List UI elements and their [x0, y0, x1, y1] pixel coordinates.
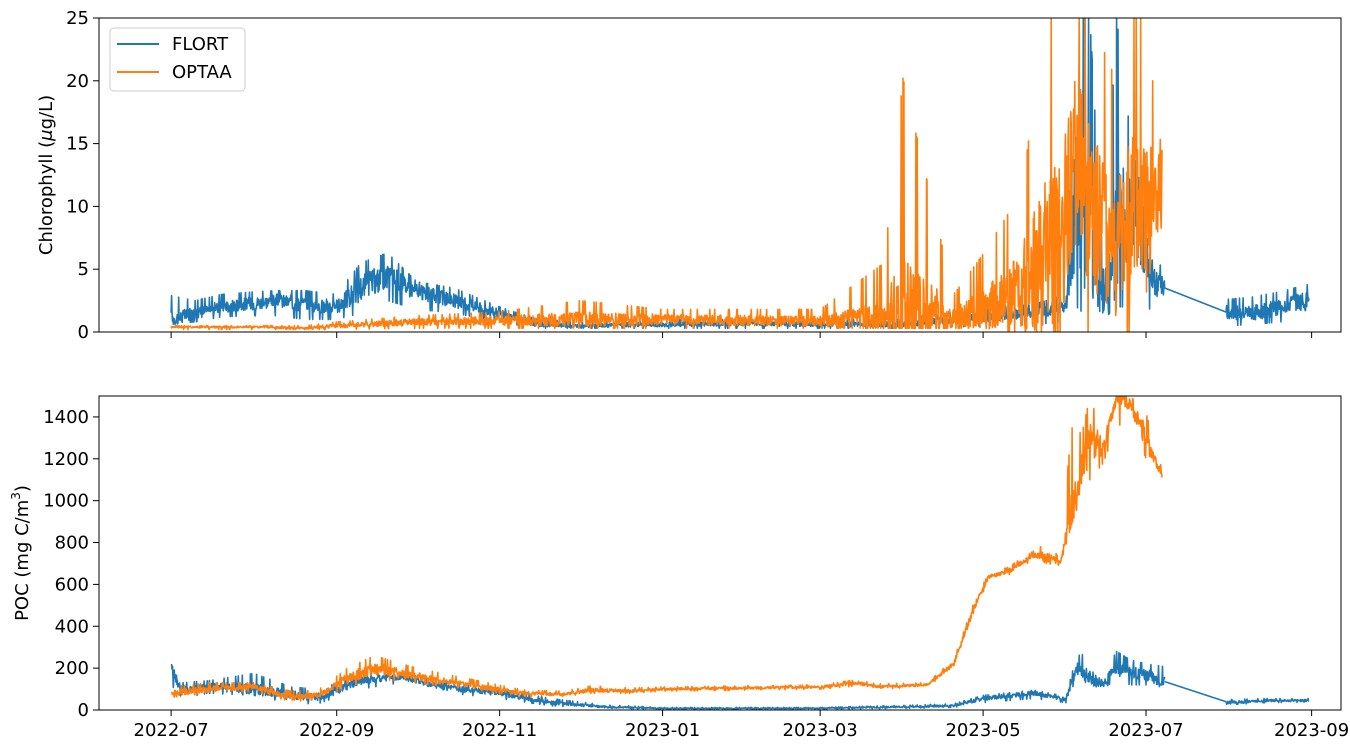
poc-y-tick-label: 200	[55, 658, 89, 679]
poc-x-ticks: 2022-07 2022-09 2022-11 2023-01 2023-03 2023-…	[134, 710, 1349, 741]
legend: FLORT OPTAA	[109, 27, 246, 92]
chlorophyll-series-optaa	[170, 18, 1163, 332]
poc-plot-area	[170, 396, 1310, 710]
chlorophyll-plot-area	[170, 18, 1310, 332]
chlorophyll-y-ticks: 0 5 10 15 20 25	[66, 8, 99, 343]
chlorophyll-axes-frame	[98, 17, 1342, 333]
poc-axes-frame	[98, 395, 1342, 711]
x-tick-label: 2023-07	[1108, 720, 1183, 741]
chlorophyll-panel: 0 5 10 15 20 25 Chlorophyll (μg/L) FLORT OPTA…	[36, 8, 1342, 343]
poc-panel: 0 200 400 600 800 1000 1200 1400 2022-07 2022-09…	[9, 395, 1349, 741]
poc-y-tick-label: 600	[55, 574, 89, 595]
poc-y-tick-label: 1000	[43, 491, 89, 512]
poc-y-tick-label: 0	[78, 700, 89, 721]
x-tick-label: 2022-09	[299, 720, 374, 741]
chlorophyll-y-axis-label: Chlorophyll (μg/L)	[36, 95, 57, 255]
poc-y-tick-label: 1200	[43, 449, 89, 470]
chlorophyll-y-tick-label: 15	[66, 134, 89, 155]
poc-y-tick-label: 400	[55, 616, 89, 637]
chlorophyll-x-ticks	[170, 332, 1313, 338]
x-tick-label: 2022-07	[134, 720, 209, 741]
poc-y-tick-label: 1400	[43, 407, 89, 428]
legend-label-optaa: OPTAA	[172, 62, 232, 83]
chlorophyll-series-flort	[170, 18, 1310, 329]
poc-series-optaa	[170, 396, 1163, 702]
poc-y-axis-label: POC (mg C/m3)	[9, 485, 33, 621]
chlorophyll-y-tick-label: 10	[66, 196, 89, 217]
x-tick-label: 2023-03	[783, 720, 858, 741]
x-tick-label: 2022-11	[462, 720, 537, 741]
poc-series-flort-gap	[1164, 680, 1227, 703]
x-tick-label: 2023-09	[1274, 720, 1349, 741]
chlorophyll-y-tick-label: 5	[78, 259, 89, 280]
chlorophyll-y-tick-label: 20	[66, 71, 89, 92]
poc-y-tick-label: 800	[55, 533, 89, 554]
chlorophyll-series-flort-gap	[1164, 287, 1227, 313]
chlorophyll-y-tick-label: 0	[78, 322, 89, 343]
chlorophyll-y-tick-label: 25	[66, 8, 89, 29]
poc-y-ticks: 0 200 400 600 800 1000 1200 1400	[43, 407, 99, 721]
legend-label-flort: FLORT	[172, 34, 229, 55]
x-tick-label: 2023-05	[945, 720, 1020, 741]
x-tick-label: 2023-01	[625, 720, 700, 741]
